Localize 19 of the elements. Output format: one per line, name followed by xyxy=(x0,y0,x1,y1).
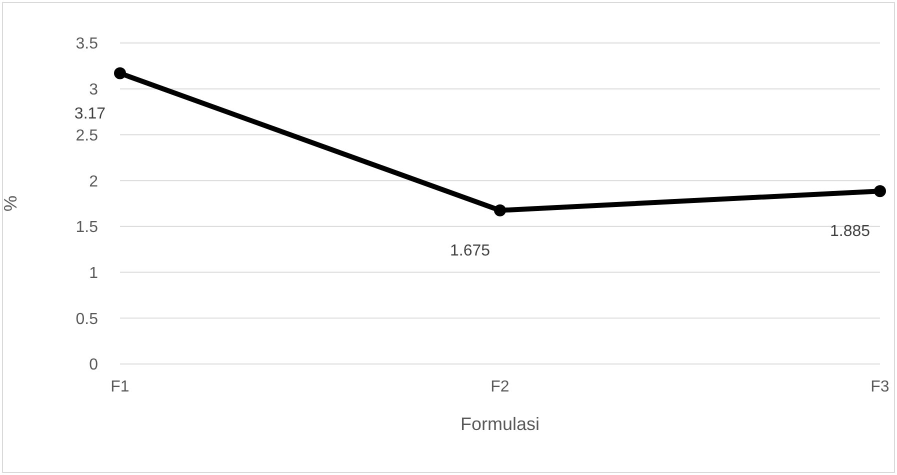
x-tick-label: F2 xyxy=(490,378,510,396)
data-label: 1.885 xyxy=(830,223,870,240)
data-label: 3.17 xyxy=(74,105,106,122)
y-tick-label: 0.5 xyxy=(76,310,98,328)
point xyxy=(114,67,126,80)
y-tick-label: 0 xyxy=(89,356,98,374)
point xyxy=(874,185,886,198)
data-label: 1.675 xyxy=(450,242,490,260)
point xyxy=(494,204,506,216)
y-tick-label: 2.5 xyxy=(76,127,98,144)
y-tick-label: 1 xyxy=(89,264,98,282)
x-tick-label: F3 xyxy=(870,378,890,396)
y-tick-label: 2 xyxy=(89,173,98,190)
x-tick-label: F1 xyxy=(110,378,130,396)
y-tick-label: 3 xyxy=(89,82,98,99)
y-axis-title: % xyxy=(0,195,20,212)
y-tick-label: 3.5 xyxy=(76,36,98,53)
x-axis-title: Formulasi xyxy=(460,414,540,434)
y-tick-label: 1.5 xyxy=(76,219,98,236)
